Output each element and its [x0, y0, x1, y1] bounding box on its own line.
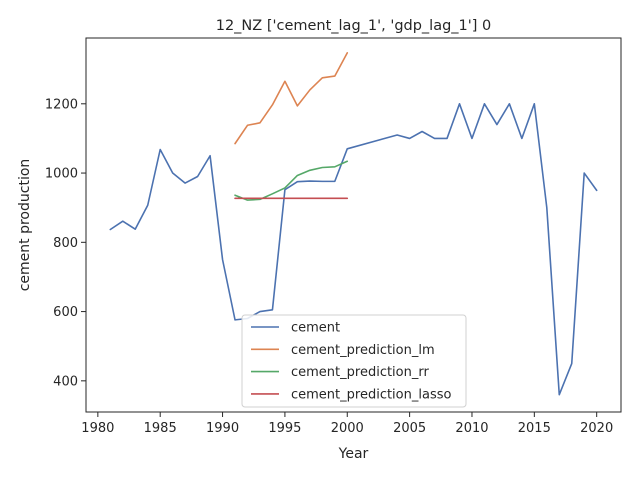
- x-tick-label: 2015: [518, 421, 551, 436]
- x-tick-label: 1990: [206, 421, 239, 436]
- legend-label-cement_prediction_lm: cement_prediction_lm: [291, 343, 435, 358]
- legend-label-cement: cement: [291, 321, 340, 336]
- legend: cement cement_prediction_lm cement_predict…: [241, 314, 467, 408]
- x-tick-label: 2020: [580, 421, 613, 436]
- legend-label-cement_prediction_rr: cement_prediction_rr: [291, 365, 429, 380]
- x-tick-label: 1985: [144, 421, 177, 436]
- y-tick-label: 800: [53, 236, 78, 251]
- series-layer: [109, 52, 598, 396]
- y-tick-label: 600: [53, 305, 78, 320]
- y-tick-label: 400: [53, 374, 78, 389]
- x-axis: 1980 1985 1990 1995 2000 2005 2010 2015 2020: [81, 412, 613, 436]
- chart-title: 12_NZ ['cement_lag_1', 'gdp_lag_1'] 0: [216, 18, 492, 34]
- legend-box: [241, 314, 467, 408]
- series-line-cement: [109, 103, 598, 396]
- x-tick-label: 2005: [393, 421, 426, 436]
- y-tick-label: 1000: [45, 167, 78, 182]
- legend-label-cement_prediction_lasso: cement_prediction_lasso: [291, 387, 451, 402]
- y-axis-label: cement production: [17, 159, 33, 292]
- series-line-cement_prediction_lm: [234, 52, 349, 145]
- x-tick-label: 1995: [268, 421, 301, 436]
- y-axis: 400 600 800 1000 1200: [45, 97, 86, 389]
- y-tick-label: 1200: [45, 97, 78, 112]
- x-tick-label: 1980: [81, 421, 114, 436]
- x-axis-label: Year: [338, 446, 369, 462]
- series-line-cement_prediction_rr: [234, 160, 349, 201]
- x-tick-label: 2000: [331, 421, 364, 436]
- x-tick-label: 2010: [455, 421, 488, 436]
- plot-frame: [85, 37, 622, 413]
